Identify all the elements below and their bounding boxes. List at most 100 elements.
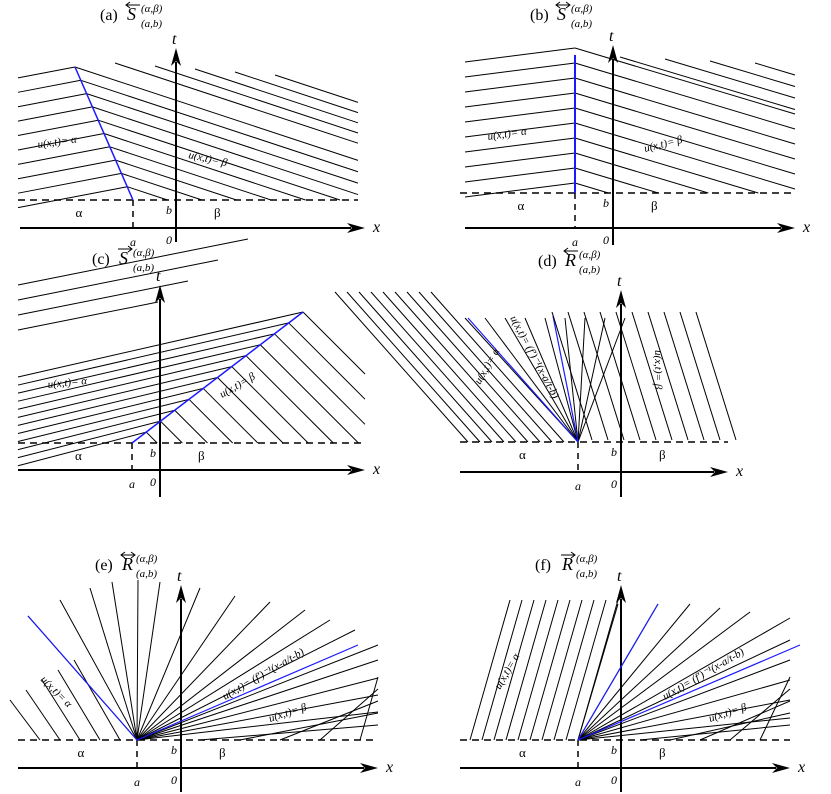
region-label-alpha: u(x,t)= α (487, 126, 528, 143)
characteristic-alpha (17, 133, 105, 151)
region-label-alpha: u(x,t)= α (37, 134, 78, 151)
fan-characteristic (111, 581, 138, 741)
characteristic-alpha (17, 186, 128, 209)
characteristic-beta (127, 186, 168, 201)
characteristic-beta (188, 398, 234, 444)
characteristic-beta (160, 420, 183, 444)
superscript-alpha-beta: (α,β) (579, 249, 601, 261)
t-axis-arrow (616, 290, 626, 308)
t-axis-arrow (176, 585, 186, 603)
subscript-a-b: (a,b) (141, 18, 162, 30)
fan-characteristic (577, 603, 619, 741)
x-axis-arrow (777, 223, 795, 233)
panel-tag: (b) (530, 7, 549, 24)
alpha-state-label: α (76, 205, 83, 220)
fan-characteristic (136, 619, 331, 741)
subscript-a-b: (a,b) (133, 262, 154, 274)
fan-characteristic (136, 629, 356, 741)
characteristic-beta (245, 355, 334, 444)
characteristic-beta (583, 311, 625, 441)
origin-label: 0 (150, 475, 156, 489)
t-axis-label: t (617, 273, 622, 290)
characteristic-beta (574, 107, 796, 175)
characteristic-alpha (430, 291, 565, 443)
characteristic-beta (574, 137, 759, 194)
superscript-alpha-beta: (α,β) (136, 553, 158, 565)
x-axis-label: x (372, 219, 380, 236)
origin-label: 0 (611, 477, 617, 491)
superscript-alpha-beta: (α,β) (571, 3, 593, 15)
fan-characteristic (524, 317, 579, 443)
a-label: a (134, 775, 140, 789)
t-axis-label: t (172, 31, 177, 48)
characteristic-alpha (346, 291, 481, 443)
characteristic-beta (231, 366, 309, 444)
characteristic-alpha (464, 152, 576, 168)
fan-characteristic (544, 317, 579, 443)
subscript-a-b: (a,b) (136, 568, 157, 580)
characteristic-beta (664, 58, 796, 99)
x-axis-label: x (372, 461, 380, 478)
characteristic-alpha (17, 344, 261, 402)
fan-characteristic (136, 581, 161, 741)
subscript-a-b: (a,b) (579, 264, 600, 276)
a-label: a (129, 477, 135, 491)
x-axis-arrow (347, 223, 365, 233)
characteristic-alpha (394, 291, 529, 443)
characteristic-beta (574, 92, 796, 160)
characteristic-alpha (17, 106, 93, 122)
shock-curve (74, 66, 134, 201)
characteristic-alpha (17, 409, 175, 451)
characteristic-beta (279, 700, 379, 741)
arrow-head-right (130, 551, 136, 559)
characteristic-beta (574, 182, 609, 194)
alpha-state-label: α (75, 448, 82, 463)
characteristic-alpha (406, 291, 541, 443)
characteristic-beta (115, 159, 237, 201)
region-label-fan: u(x,t)= (f')⁻¹(x-a/t-b) (221, 646, 307, 703)
characteristic-alpha (41, 679, 81, 741)
fan-characteristic (564, 317, 579, 443)
characteristic-alpha (17, 66, 76, 79)
x-axis-arrow (347, 465, 365, 475)
alpha-state-label: α (519, 745, 526, 760)
origin-label: 0 (166, 233, 172, 247)
characteristic-beta (114, 62, 359, 144)
subscript-a-b: (a,b) (571, 18, 592, 30)
fan-characteristic (577, 607, 721, 741)
characteristic-alpha (464, 182, 576, 198)
characteristic-beta (754, 62, 796, 76)
characteristic-beta (574, 77, 796, 145)
characteristic-alpha (469, 599, 511, 741)
fan-characteristic (136, 609, 306, 741)
fan-characteristic (577, 611, 751, 741)
characteristic-alpha (17, 377, 218, 426)
fan-characteristic (577, 699, 791, 741)
fan-characteristic (577, 717, 791, 741)
characteristic-alpha (17, 301, 159, 331)
characteristic-beta (154, 65, 359, 134)
characteristic-alpha (17, 93, 87, 108)
region-label-beta: u(x,t)= β (218, 370, 258, 400)
characteristic-beta (599, 311, 641, 441)
beta-state-label: β (214, 205, 221, 220)
characteristic-alpha (17, 159, 116, 180)
arrow-head-right (570, 551, 576, 559)
x-axis-label: x (802, 219, 810, 236)
characteristic-alpha (464, 92, 576, 108)
characteristic-alpha (17, 119, 99, 137)
fan-characteristic (577, 317, 586, 443)
beta-state-label: β (659, 447, 666, 462)
characteristic-alpha (17, 333, 275, 394)
characteristic-alpha (17, 238, 249, 286)
a-label: a (575, 775, 581, 789)
x-axis-label: x (797, 759, 805, 776)
characteristic-alpha (382, 291, 517, 443)
beta-state-label: β (219, 745, 226, 760)
x-axis-arrow (710, 467, 728, 477)
superscript-alpha-beta: (α,β) (133, 247, 155, 259)
fan-boundary-left (27, 615, 138, 741)
characteristic-beta (709, 60, 796, 87)
